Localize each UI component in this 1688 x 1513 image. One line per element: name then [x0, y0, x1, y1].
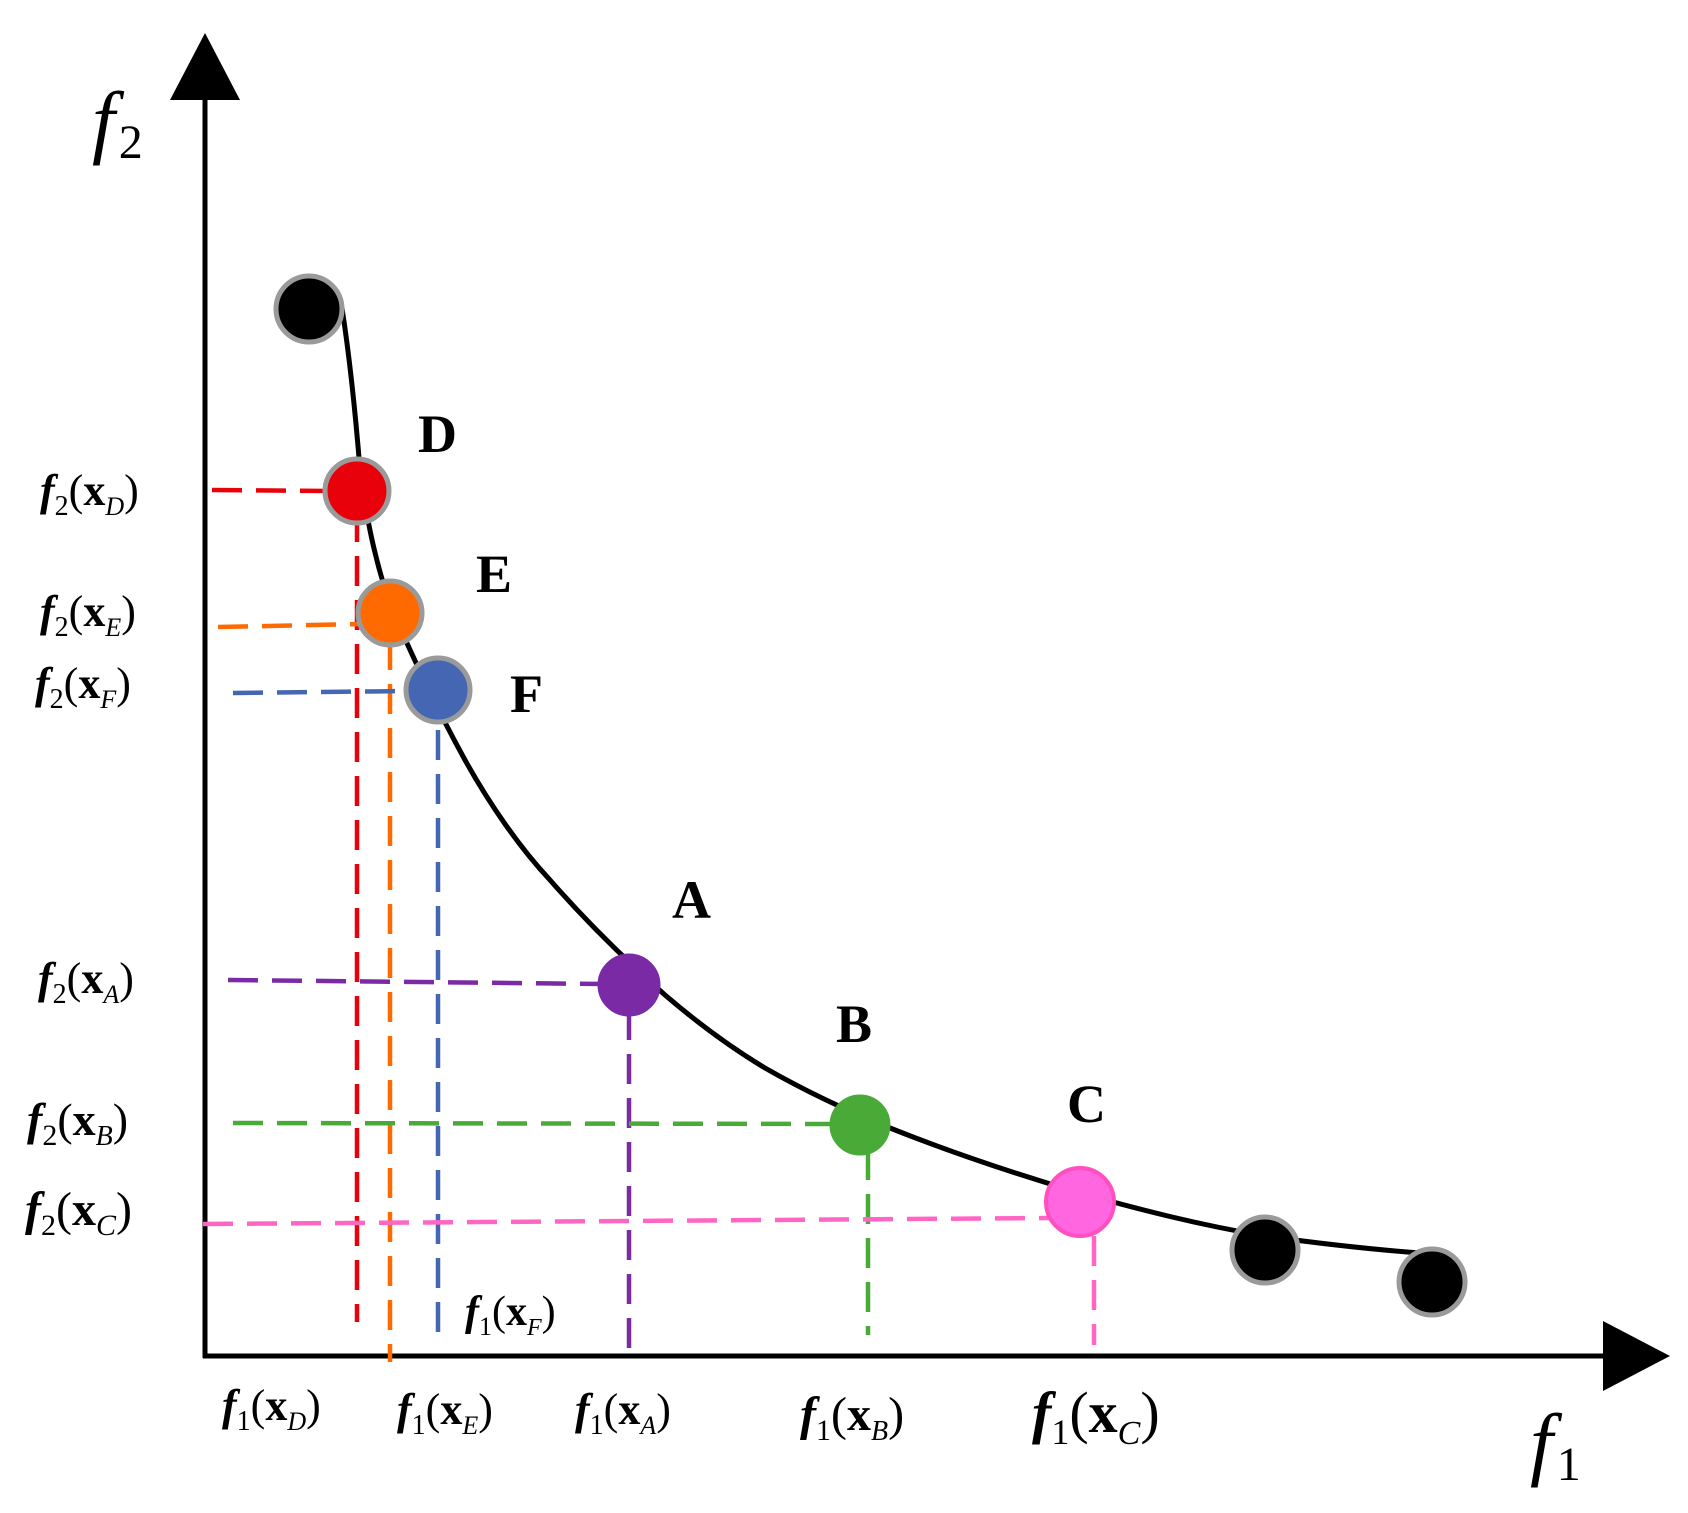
x-axis-title: f1: [1530, 1397, 1581, 1491]
pareto-front-curve: [339, 307, 1421, 1256]
axes: [170, 33, 1670, 1391]
x-axis-arrow-icon: [1603, 1321, 1670, 1391]
f1-label-E: f1(xE): [397, 1385, 493, 1441]
f2-label-D: f2(xD): [40, 466, 139, 522]
f1-label-B: f1(xB): [800, 1388, 904, 1447]
pareto-point-end-top: [273, 273, 345, 345]
f1-label-C: f1(xC): [1032, 1380, 1160, 1452]
dash-f2-F: [232, 688, 411, 696]
point-B-letter: B: [836, 994, 872, 1054]
point-B-marker: [829, 1094, 891, 1156]
point-A-marker: [597, 953, 661, 1017]
f2-label-E: f2(xE): [40, 587, 136, 643]
f1-label-A: f1(xA): [575, 1385, 671, 1441]
point-D-marker: [322, 456, 392, 526]
pareto-point-end-right-1: [1229, 1214, 1301, 1286]
projection-lines: [202, 487, 1097, 1362]
point-E-marker: [355, 578, 425, 648]
point-F-marker: [403, 655, 473, 725]
f2-label-A: f2(xA): [38, 954, 134, 1010]
f2-label-F: f2(xF): [35, 659, 131, 715]
labeled-points: [322, 456, 1116, 1238]
point-C-marker: [1044, 1166, 1116, 1238]
f2-label-C: f2(xC): [25, 1183, 132, 1242]
f2-label-B: f2(xB): [27, 1094, 128, 1152]
f2-tick-labels: f2(xD) f2(xE) f2(xF) f2(xA) f2(xB) f2(xC…: [25, 466, 139, 1242]
point-C-letter: C: [1067, 1074, 1106, 1134]
dash-f2-E: [217, 621, 363, 630]
y-axis-title: f2: [92, 75, 143, 169]
dash-f2-D: [211, 487, 331, 494]
f1-label-F: f1(xF): [465, 1289, 556, 1341]
f1-tick-labels: f1(xD) f1(xE) f1(xF) f1(xA) f1(xB) f1(xC…: [222, 1289, 1160, 1452]
dash-f2-C: [202, 1215, 1051, 1227]
f1-label-D: f1(xD): [222, 1381, 321, 1437]
point-letters: D E F A B C: [418, 404, 1106, 1134]
dash-f2-A: [227, 977, 606, 987]
other-pareto-points: [273, 273, 1468, 1318]
point-E-letter: E: [476, 544, 512, 604]
point-D-letter: D: [418, 404, 457, 464]
y-axis-arrow-icon: [170, 33, 240, 100]
point-F-letter: F: [510, 664, 543, 724]
point-A-letter: A: [672, 870, 711, 930]
pareto-point-end-right-2: [1396, 1246, 1468, 1318]
dash-f2-B: [232, 1120, 836, 1127]
